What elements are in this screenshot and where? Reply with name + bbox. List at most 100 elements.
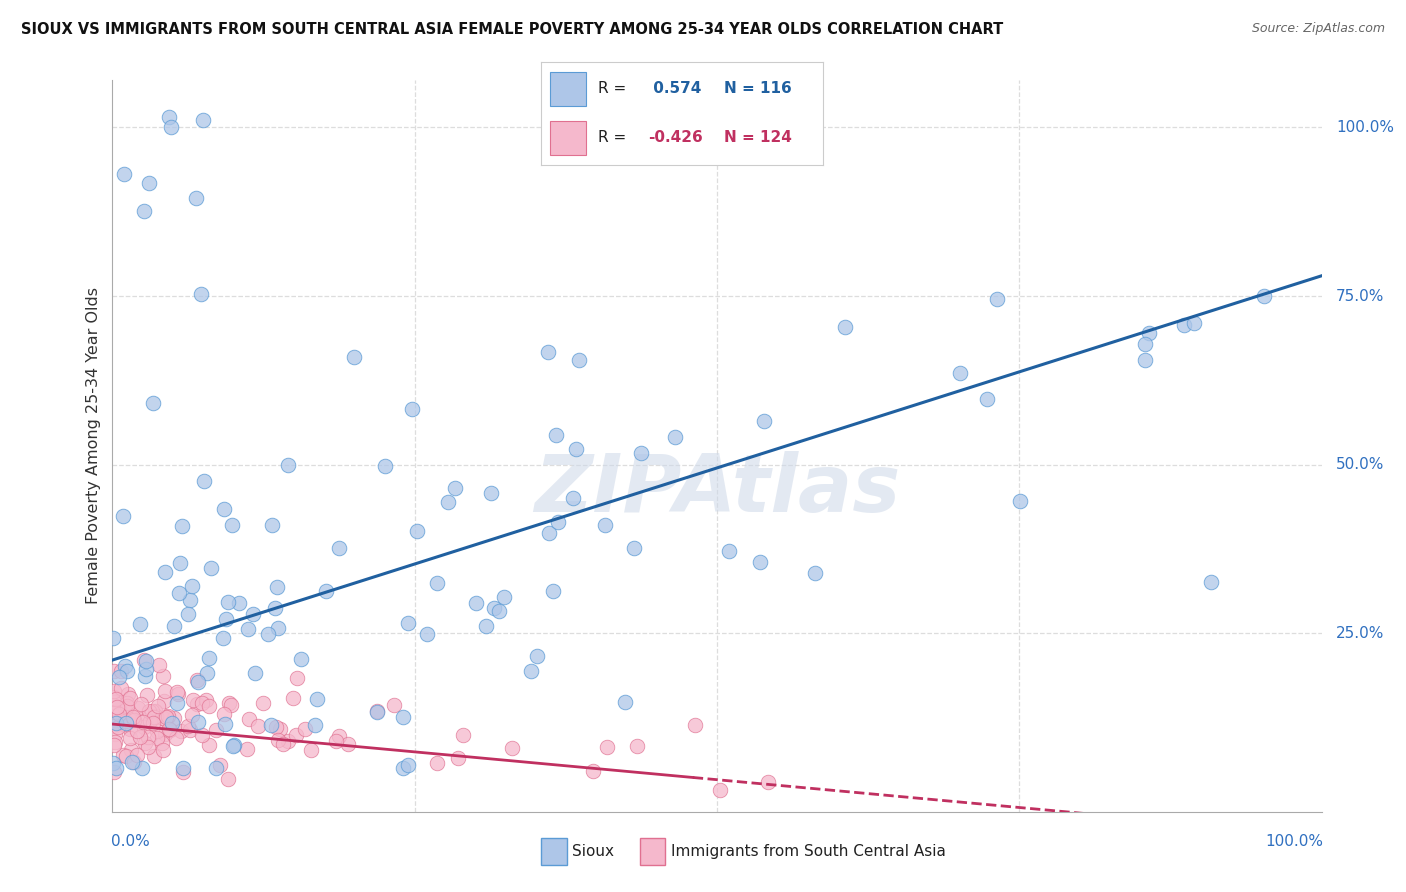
Point (125, 723, 148, 738)
Point (948, 367, 970, 381)
Point (1133, 337, 1156, 351)
Point (328, 541, 350, 555)
Point (134, 669, 156, 683)
Point (197, 738, 219, 752)
Point (145, 709, 167, 723)
Point (103, 695, 125, 709)
Point (260, 518, 283, 533)
Point (264, 600, 287, 615)
Point (108, 707, 131, 722)
Point (547, 515, 569, 529)
Text: 100.0%: 100.0% (1336, 120, 1395, 135)
Point (110, 681, 132, 695)
Point (218, 697, 240, 711)
Point (138, 177, 160, 191)
Point (132, 721, 155, 735)
Point (125, 747, 148, 762)
Point (717, 543, 740, 558)
Point (131, 761, 153, 775)
Text: SIOUX VS IMMIGRANTS FROM SOUTH CENTRAL ASIA FEMALE POVERTY AMONG 25-34 YEAR OLDS: SIOUX VS IMMIGRANTS FROM SOUTH CENTRAL A… (21, 22, 1004, 37)
Point (101, 756, 124, 771)
Point (111, 747, 134, 762)
Point (187, 674, 209, 689)
Point (538, 526, 561, 541)
Text: 0.0%: 0.0% (111, 834, 150, 848)
Point (127, 701, 149, 715)
Point (120, 690, 142, 705)
Point (114, 748, 136, 763)
Point (159, 723, 181, 737)
Point (172, 761, 194, 775)
Point (180, 708, 202, 723)
Point (104, 735, 127, 749)
Point (169, 556, 191, 570)
Point (623, 541, 645, 555)
Point (1199, 574, 1222, 589)
Point (155, 727, 177, 741)
Point (134, 653, 156, 667)
Point (104, 727, 127, 741)
Point (163, 619, 186, 633)
Point (107, 720, 129, 734)
Point (451, 728, 474, 742)
Point (343, 351, 366, 365)
Point (143, 704, 166, 718)
Point (479, 486, 502, 500)
Point (194, 693, 217, 707)
Point (382, 698, 405, 713)
Point (131, 712, 153, 726)
Point (152, 742, 174, 756)
Point (176, 719, 198, 733)
Point (115, 697, 138, 711)
Point (683, 718, 706, 732)
Point (537, 345, 560, 359)
Point (299, 743, 322, 757)
Point (626, 739, 648, 753)
Point (107, 702, 129, 716)
Point (114, 658, 136, 673)
Point (150, 736, 173, 750)
Point (191, 696, 214, 710)
FancyBboxPatch shape (550, 71, 586, 105)
Point (115, 699, 138, 714)
Point (492, 590, 515, 604)
Point (415, 627, 437, 641)
Point (141, 704, 163, 718)
Point (166, 685, 188, 699)
Point (163, 711, 186, 725)
Point (520, 665, 543, 679)
Point (447, 751, 470, 765)
Point (114, 701, 136, 715)
Point (315, 584, 337, 599)
Point (179, 593, 201, 607)
Point (134, 736, 156, 750)
Point (124, 713, 146, 727)
Point (143, 710, 166, 724)
Point (184, 191, 207, 205)
Point (143, 748, 166, 763)
Point (267, 622, 290, 636)
Point (756, 775, 779, 789)
Point (200, 561, 222, 575)
Point (180, 579, 202, 593)
Point (122, 710, 145, 724)
Point (366, 706, 388, 720)
Point (167, 586, 190, 600)
Point (103, 764, 125, 779)
Point (294, 722, 316, 736)
Point (121, 755, 143, 769)
Point (596, 739, 619, 754)
Point (281, 690, 304, 705)
Point (129, 730, 152, 744)
Point (273, 737, 295, 751)
Point (212, 632, 235, 646)
Point (148, 658, 170, 673)
Point (138, 704, 160, 718)
Point (236, 742, 259, 756)
Point (105, 700, 128, 714)
Point (165, 731, 187, 745)
Text: 75.0%: 75.0% (1336, 288, 1385, 303)
Point (142, 715, 165, 730)
Point (117, 687, 139, 701)
Point (135, 662, 157, 676)
